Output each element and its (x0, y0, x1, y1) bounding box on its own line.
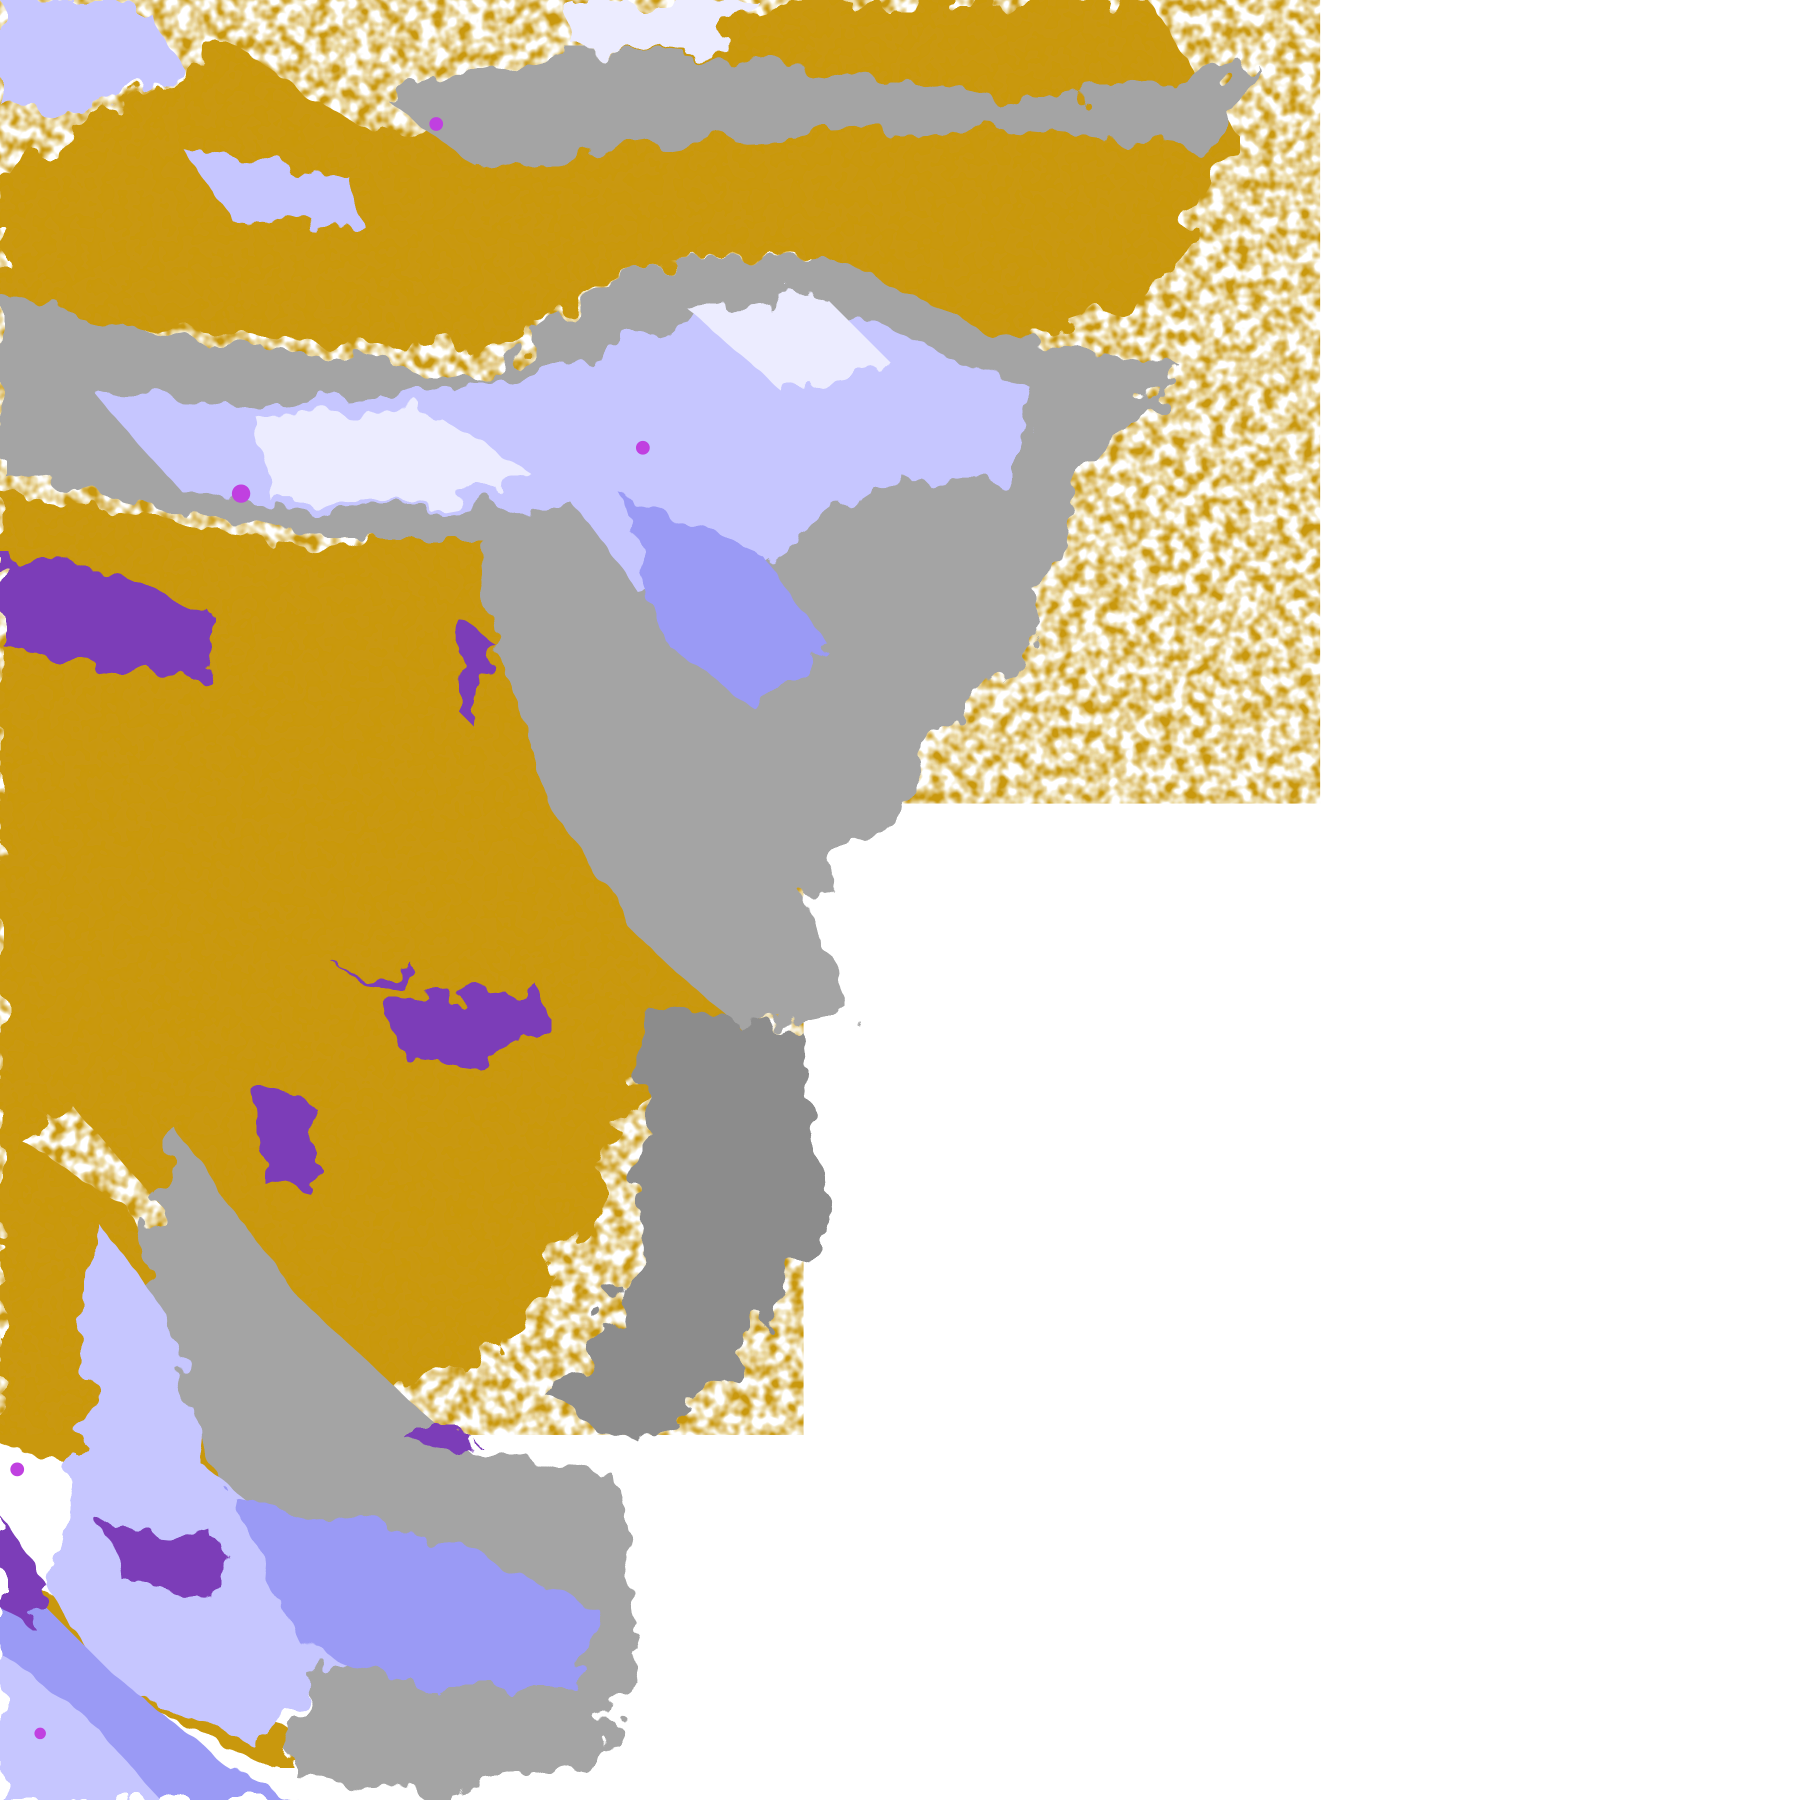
purple-cloud-layer (0, 551, 552, 1631)
magenta-accents (10, 117, 650, 1740)
lavender-cloud-layer (0, 0, 1034, 1800)
